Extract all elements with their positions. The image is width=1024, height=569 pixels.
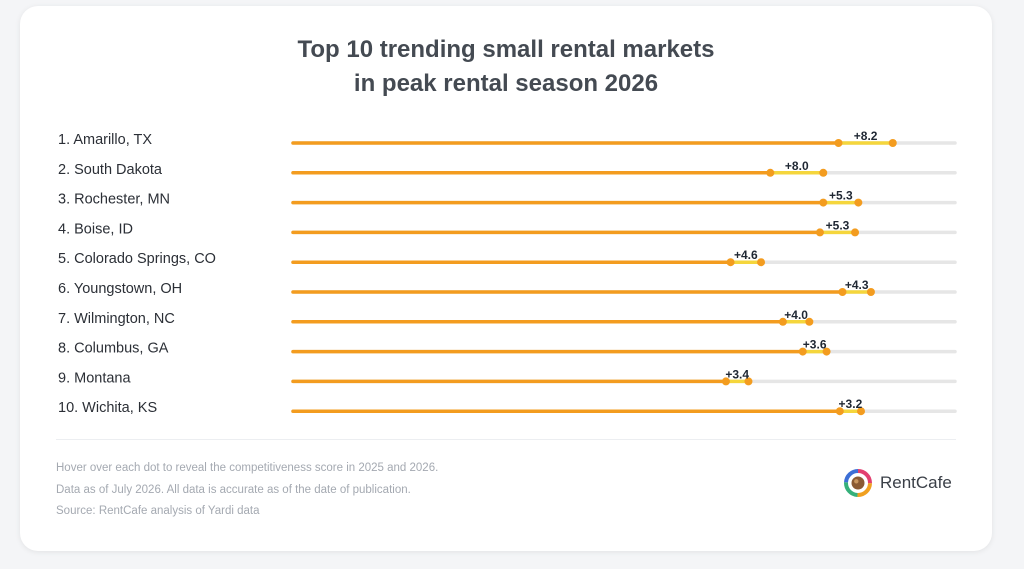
row-label: 8. Columbus, GA: [58, 341, 169, 357]
chart-title-line-2: in peak rental season 2026: [353, 70, 659, 97]
dumbbell-chart: 1. Amarillo, TX +8.2 2. South Dakota +8.0 3.…: [58, 129, 957, 416]
dot-2026[interactable]: [851, 228, 860, 237]
brand-logo[interactable]: RentCafe: [844, 469, 952, 497]
dot-2026[interactable]: [805, 317, 814, 326]
dot-2025[interactable]: [778, 317, 787, 326]
dot-2026[interactable]: [819, 168, 828, 177]
footnote-data-date: Data as of July 2026. All data is accura…: [56, 483, 411, 496]
brand-name: RentCafe: [880, 473, 952, 492]
change-label: +5.3: [826, 218, 850, 232]
dot-2026[interactable]: [822, 347, 831, 356]
change-label: +4.6: [734, 248, 758, 262]
dot-2026[interactable]: [757, 258, 766, 267]
dot-2025[interactable]: [834, 139, 843, 147]
row-label: 4. Boise, ID: [58, 221, 133, 237]
change-label: +3.4: [725, 367, 749, 381]
dot-2025[interactable]: [819, 198, 828, 207]
row-label: 1. Amarillo, TX: [58, 132, 152, 148]
chart-title-line-1: Top 10 trending small rental markets: [297, 36, 715, 63]
row-label: 7. Wilmington, NC: [58, 311, 175, 327]
chart-title: Top 10 trending small rental markets in …: [0, 33, 1012, 101]
row-label: 5. Colorado Springs, CO: [58, 251, 216, 267]
chart-card: [20, 6, 992, 551]
divider: [56, 439, 956, 440]
change-label: +4.3: [845, 278, 869, 292]
dot-2026[interactable]: [856, 407, 865, 416]
row-label: 10. Wichita, KS: [58, 400, 157, 416]
row-label: 3. Rochester, MN: [58, 192, 170, 208]
row-label: 6. Youngstown, OH: [58, 281, 182, 297]
dot-2025[interactable]: [815, 228, 824, 237]
change-label: +4.0: [784, 308, 808, 322]
footnote-hover: Hover over each dot to reveal the compet…: [56, 462, 439, 474]
dot-2025[interactable]: [798, 347, 807, 356]
dot-2025[interactable]: [766, 168, 775, 177]
change-label: +8.2: [854, 129, 878, 143]
change-label: +5.3: [829, 189, 853, 203]
dot-2026[interactable]: [866, 288, 875, 296]
change-label: +8.0: [785, 159, 809, 173]
dot-2025[interactable]: [721, 377, 730, 386]
change-label: +3.6: [803, 338, 827, 352]
dot-2026[interactable]: [744, 377, 753, 386]
dot-2025[interactable]: [838, 288, 847, 296]
footnotes: Hover over each dot to reveal the compet…: [56, 458, 438, 523]
dot-2025[interactable]: [835, 407, 844, 416]
rentcafe-logo-icon: [844, 469, 872, 497]
dot-2025[interactable]: [726, 258, 735, 267]
row-label: 9. Montana: [58, 370, 131, 386]
change-label: +3.2: [839, 397, 863, 411]
dot-2026[interactable]: [888, 139, 897, 147]
row-label: 2. South Dakota: [58, 162, 163, 178]
footnote-source: Source: RentCafe analysis of Yardi data: [56, 505, 260, 517]
dot-2026[interactable]: [854, 198, 863, 207]
